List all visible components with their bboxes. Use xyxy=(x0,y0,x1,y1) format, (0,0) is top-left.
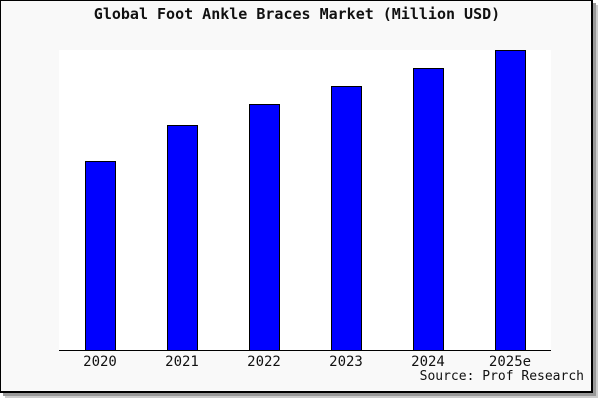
x-tick-label-2020: 2020 xyxy=(83,354,117,370)
chart-title: Global Foot Ankle Braces Market (Million… xyxy=(93,5,501,23)
bar-2021 xyxy=(166,125,198,350)
x-tick-label-2022: 2022 xyxy=(247,354,281,370)
bar-2025e xyxy=(494,50,526,350)
source-note: Source: Prof Research xyxy=(419,369,584,384)
bar-2023 xyxy=(330,86,362,350)
x-axis-tick-labels: 2020 2021 2022 2023 2024 2025e xyxy=(59,354,551,370)
x-tick-label-2025e: 2025e xyxy=(488,354,532,370)
bar-slot xyxy=(141,50,223,350)
bar-slot xyxy=(59,50,141,350)
x-tick-label-2024: 2024 xyxy=(411,354,445,370)
bar-slot xyxy=(469,50,551,350)
bars xyxy=(59,50,551,350)
x-tick-label-2021: 2021 xyxy=(165,354,199,370)
bar-2020 xyxy=(84,161,116,350)
bar-2022 xyxy=(248,104,280,350)
bar-2024 xyxy=(412,68,444,350)
bar-slot xyxy=(305,50,387,350)
plot-area xyxy=(59,50,551,351)
bar-slot xyxy=(387,50,469,350)
x-tick-label-2023: 2023 xyxy=(329,354,363,370)
bar-slot xyxy=(223,50,305,350)
